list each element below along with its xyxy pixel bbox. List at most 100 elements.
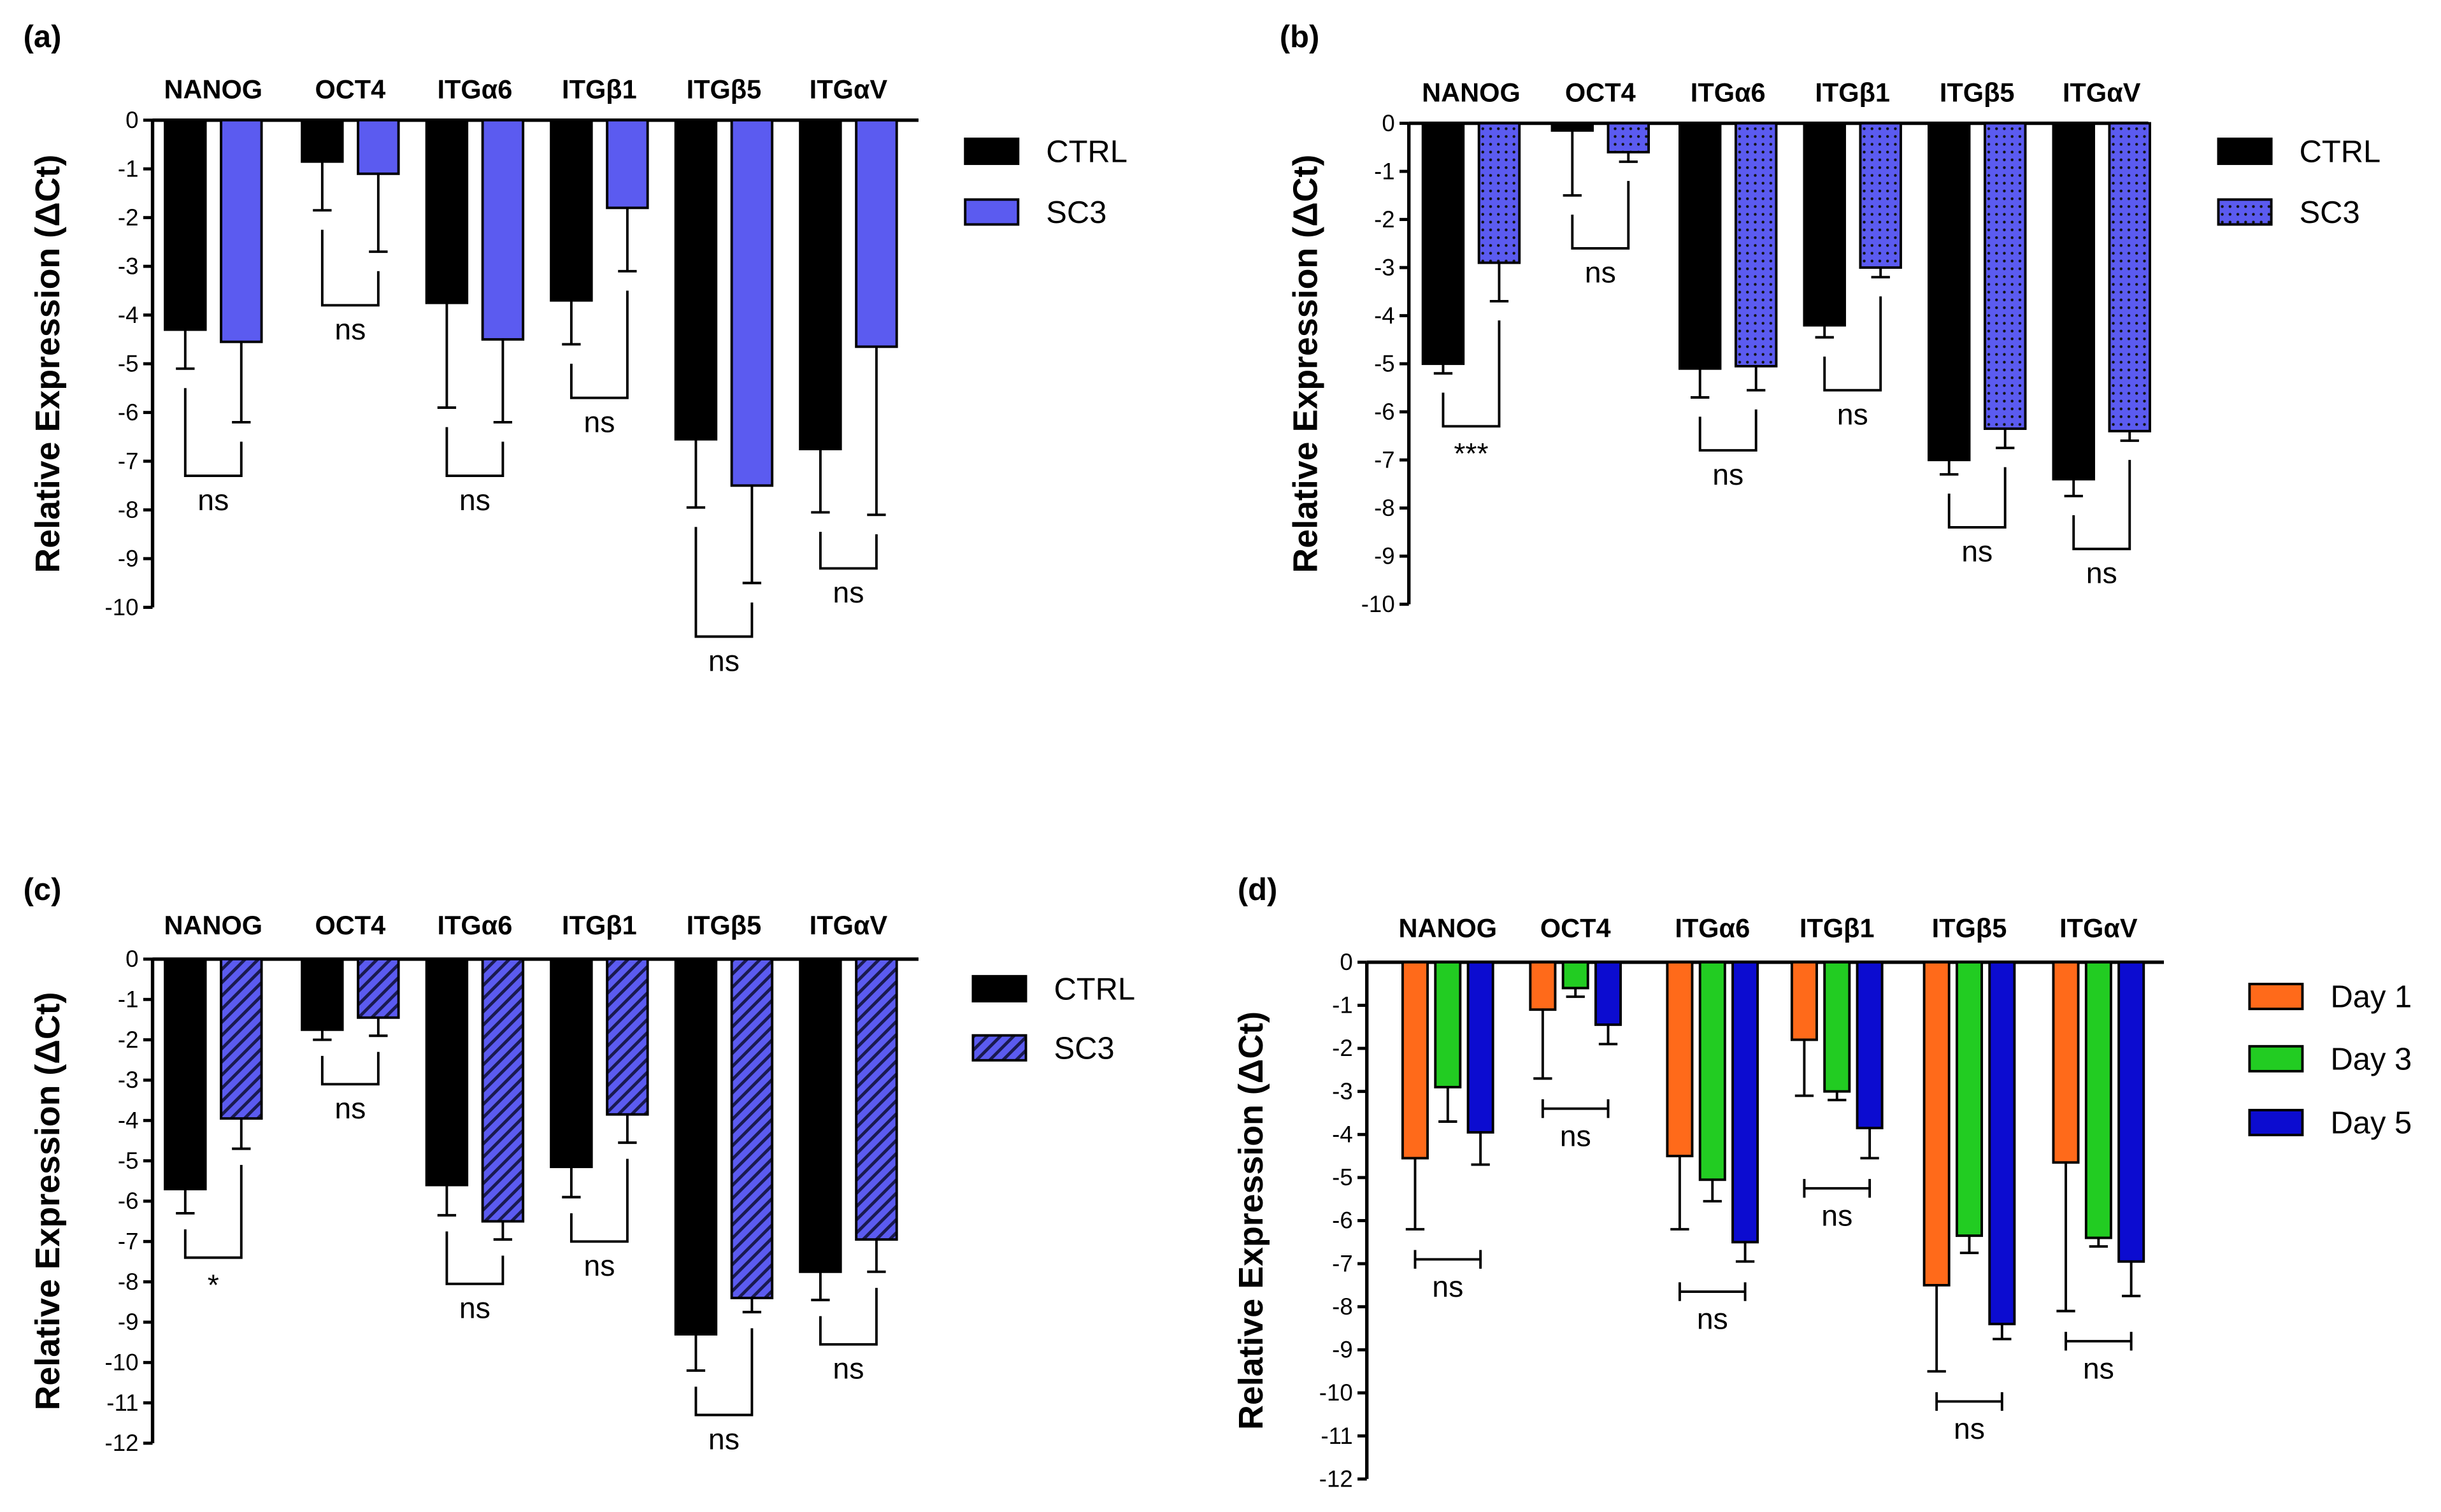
significance-bracket [569,1159,629,1243]
bar-sc3 [220,957,263,1120]
bar-day-3 [1955,960,1984,1237]
y-tick-label: -6 [118,399,139,425]
y-axis-label: Relative Expression (ΔCt) [1287,155,1325,573]
legend-swatch [971,1034,1027,1062]
y-tick-label: -1 [118,155,139,182]
panel-c: (c) Relative Expression (ΔCt) 0 -1 -2 -3 -4 -5 -… [24,873,1135,1456]
bar-sc3 [1477,122,1521,264]
panel-a: (a) Relative Expression (ΔCt) 0 -1 -2 -3 -4 -5 -… [24,20,1127,677]
significance-bracket [183,1164,243,1259]
bar-ctrl [799,118,842,450]
significance-bracket [183,388,243,478]
y-tick-label: -4 [1332,1121,1353,1147]
y-tick-label: -7 [1332,1250,1353,1276]
category-label: ITGα6 [1675,913,1750,943]
y-tick-label: -11 [106,1390,138,1416]
significance-bracket [2072,460,2131,550]
significance-bracket [1571,181,1630,250]
panel-b: (b) Relative Expression (ΔCt) 0 -1 -2 -3 -4 -5 -… [1280,20,2380,617]
y-tick-label: -9 [1374,543,1395,569]
y-tick-label: 0 [1340,949,1352,975]
bar-ctrl [550,957,593,1169]
bar-sc3 [855,118,898,348]
y-tick-label: -10 [1319,1380,1353,1406]
bar-sc3 [855,957,898,1241]
y-tick-label: -10 [105,1350,139,1376]
bar-ctrl [301,118,344,163]
y-tick-label: -1 [1374,158,1395,184]
y-tick-label: -7 [1374,446,1395,473]
bar-sc3 [606,118,649,210]
panel-label: (b) [1280,20,1319,54]
y-tick-label: -3 [118,1067,139,1093]
bar-ctrl [1421,122,1465,366]
y-tick-label: -7 [118,1229,139,1255]
y-tick-label: -6 [118,1188,139,1214]
y-tick-label: -3 [118,253,139,279]
category-label: ITGβ5 [1940,77,2015,107]
bar-day-5 [1466,960,1494,1134]
y-tick-label: -7 [118,448,139,474]
significance-bracket [569,290,629,399]
bar-day-3 [1561,960,1589,990]
significance-label: ns [459,1292,490,1325]
bar-day-1 [1666,960,1694,1158]
category-label: NANOG [164,910,263,940]
legend-swatch [964,138,1020,166]
bar-day-1 [1790,960,1818,1041]
bar-day-5 [1731,960,1759,1244]
significance-label: ns [334,313,366,346]
significance-label: ns [334,1092,366,1125]
significance-label: ns [1560,1119,1591,1152]
bar-day-3 [1823,960,1851,1093]
bar-day-1 [1922,960,1951,1287]
bar-sc3 [357,957,400,1019]
y-tick-label: -2 [1374,206,1395,232]
bar-ctrl [1803,122,1846,327]
bar-sc3 [606,957,649,1116]
y-tick-label: -4 [1374,303,1395,329]
significance-label: ns [708,644,740,677]
significance-label: ns [1961,535,1993,568]
y-tick-label: -10 [105,594,139,620]
legend-label: Day 3 [2330,1042,2412,1076]
panel-label: (c) [24,873,62,907]
significance-bracket [320,229,380,307]
legend-label: CTRL [2300,135,2381,169]
y-tick-label: -6 [1374,399,1395,425]
y-tick-label: -9 [118,545,139,571]
significance-bracket [1414,1250,1482,1269]
legend-swatch [2217,138,2273,166]
legend-swatch [2248,983,2304,1011]
panel-label: (d) [1238,873,1277,907]
bar-sc3 [730,118,774,487]
bar-ctrl [674,957,718,1336]
bar-sc3 [481,957,525,1223]
y-tick-label: -2 [118,1027,139,1053]
y-tick-label: -4 [118,302,139,328]
category-label: ITGβ1 [1800,913,1875,943]
y-tick-label: -5 [1332,1164,1353,1190]
bar-ctrl [550,118,593,302]
significance-label: ns [833,576,864,609]
category-label: ITGβ1 [562,910,637,940]
significance-bracket [1698,409,1757,452]
bar-sc3 [1983,122,2027,431]
category-label: ITGα6 [1691,77,1766,107]
bar-sc3 [357,118,400,175]
legend-label: CTRL [1046,135,1127,169]
significance-label: ns [1697,1302,1728,1336]
significance-label: ns [2086,557,2117,590]
y-tick-label: -2 [1332,1035,1353,1061]
y-tick-label: -9 [1332,1337,1353,1363]
panel-label: (a) [24,20,62,54]
category-label: ITGαV [2059,913,2138,943]
category-label: NANOG [164,74,263,104]
y-tick-label: -11 [1321,1423,1352,1449]
category-label: ITGαV [2063,77,2141,107]
category-label: NANOG [1422,77,1521,107]
bar-ctrl [425,957,469,1187]
category-label: ITGβ5 [687,74,762,104]
y-tick-label: -1 [118,986,139,1012]
bar-day-3 [2084,960,2112,1239]
